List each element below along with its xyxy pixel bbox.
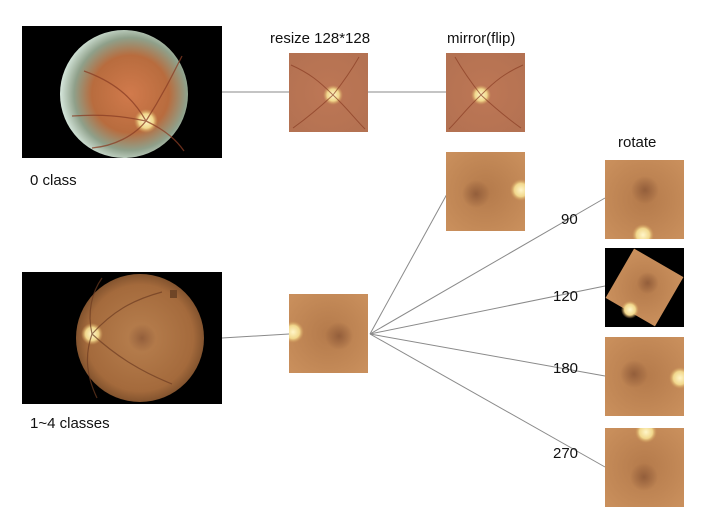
line-hub-to-mirror	[369, 193, 448, 335]
rotated-90-image	[605, 160, 684, 239]
rotated-270-image	[605, 428, 684, 507]
line-hub-to-rot120	[369, 285, 606, 335]
line-hub-to-rot270	[369, 333, 606, 468]
angle-270: 270	[553, 445, 579, 462]
rotated-120-image	[605, 248, 684, 327]
fundus-image-class1to4	[22, 272, 222, 404]
label-class1to4: 1~4 classes	[30, 415, 110, 432]
line-class1-to-crop	[221, 333, 290, 339]
resized-image	[289, 53, 368, 132]
cropped-image	[289, 294, 368, 373]
label-class0: 0 class	[30, 172, 77, 189]
rotated-180-image	[605, 337, 684, 416]
mirrored-crop-image	[446, 152, 525, 231]
mirrored-image	[446, 53, 525, 132]
label-resize: resize 128*128	[270, 30, 371, 47]
fundus-image-class0	[22, 26, 222, 158]
label-mirror: mirror(flip)	[447, 30, 516, 47]
line-hub-to-rot90	[369, 197, 606, 335]
angle-90: 90	[561, 211, 578, 228]
angle-180: 180	[553, 360, 579, 377]
label-rotate: rotate	[618, 134, 657, 151]
line-hub-to-rot180	[369, 333, 606, 377]
angle-120: 120	[553, 288, 579, 305]
